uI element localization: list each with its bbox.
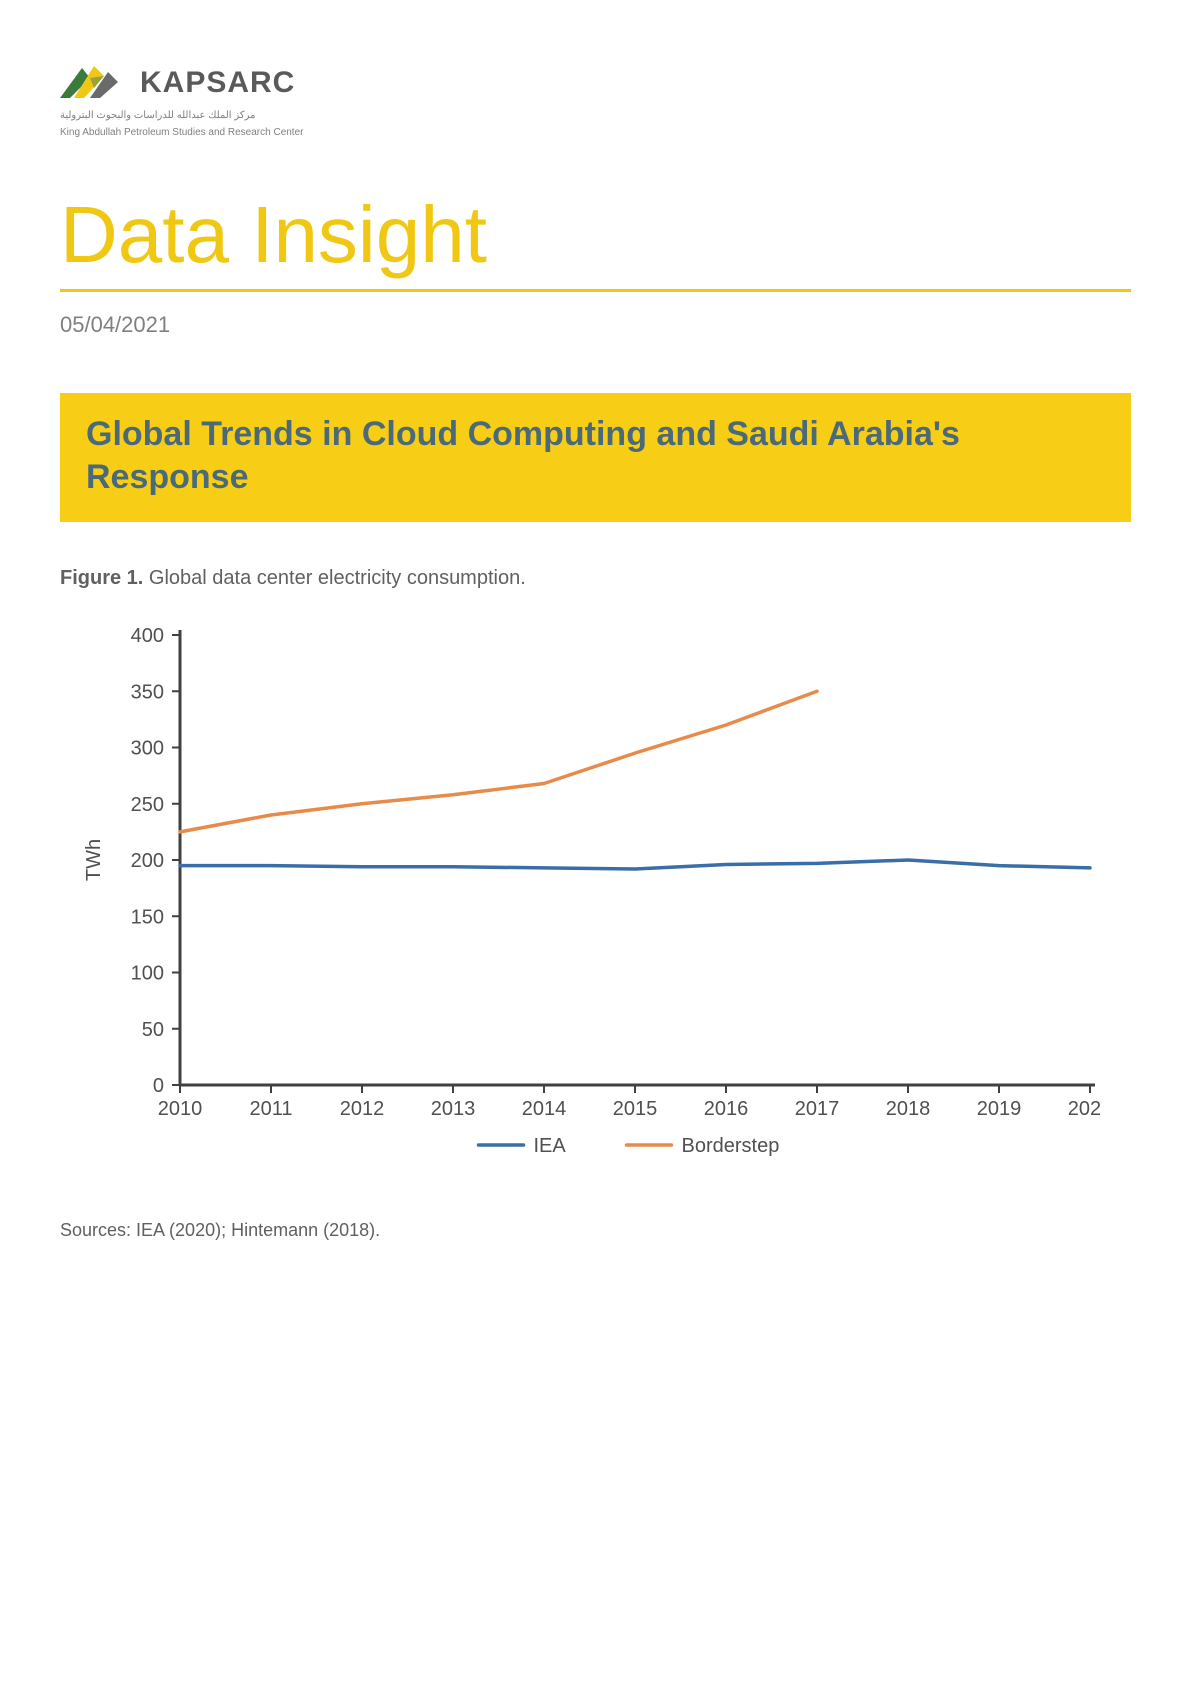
kapsarc-logo-icon	[60, 60, 130, 105]
svg-text:100: 100	[131, 963, 164, 985]
svg-text:TWh: TWh	[83, 839, 105, 881]
figure-caption-text: Global data center electricity consumpti…	[143, 567, 525, 589]
figure-label: Figure 1.	[60, 567, 143, 589]
date-line: 05/04/2021	[60, 312, 1131, 338]
svg-text:2013: 2013	[431, 1098, 476, 1120]
svg-text:Borderstep: Borderstep	[682, 1135, 780, 1157]
svg-text:2011: 2011	[249, 1098, 292, 1120]
svg-text:2010: 2010	[158, 1098, 203, 1120]
chart-container: 0 50 100 150 200 250 300 350 400 2010 2011 2012 2013…	[60, 615, 1131, 1180]
svg-text:150: 150	[131, 906, 164, 928]
svg-text:2015: 2015	[613, 1098, 658, 1120]
svg-text:IEA: IEA	[534, 1135, 567, 1157]
svg-text:2016: 2016	[704, 1098, 749, 1120]
svg-text:2018: 2018	[886, 1098, 931, 1120]
svg-text:250: 250	[131, 794, 164, 816]
main-title: Data Insight	[60, 189, 1131, 281]
svg-text:400: 400	[131, 625, 164, 647]
svg-text:2017: 2017	[795, 1098, 840, 1120]
svg-text:300: 300	[131, 738, 164, 760]
logo-subtitle-en: King Abdullah Petroleum Studies and Rese…	[60, 126, 1131, 139]
svg-text:350: 350	[131, 681, 164, 703]
sources-line: Sources: IEA (2020); Hintemann (2018).	[60, 1220, 1131, 1241]
svg-text:200: 200	[131, 850, 164, 872]
figure-caption: Figure 1. Global data center electricity…	[60, 567, 1131, 590]
logo-block: KAPSARC مركز الملك عبدالله للدراسات والب…	[60, 60, 1131, 139]
svg-text:0: 0	[153, 1075, 164, 1097]
logo-subtitle-ar: مركز الملك عبدالله للدراسات والبحوث البت…	[60, 109, 1131, 122]
svg-text:50: 50	[142, 1019, 164, 1041]
svg-text:2020: 2020	[1068, 1098, 1100, 1120]
banner: Global Trends in Cloud Computing and Sau…	[60, 393, 1131, 522]
banner-text: Global Trends in Cloud Computing and Sau…	[86, 413, 1105, 498]
svg-text:2019: 2019	[977, 1098, 1022, 1120]
logo-name: KAPSARC	[140, 66, 295, 100]
line-chart: 0 50 100 150 200 250 300 350 400 2010 2011 2012 2013…	[60, 615, 1100, 1175]
svg-text:2014: 2014	[522, 1098, 567, 1120]
logo-row: KAPSARC	[60, 60, 1131, 105]
svg-text:2012: 2012	[340, 1098, 385, 1120]
title-rule	[60, 289, 1131, 292]
